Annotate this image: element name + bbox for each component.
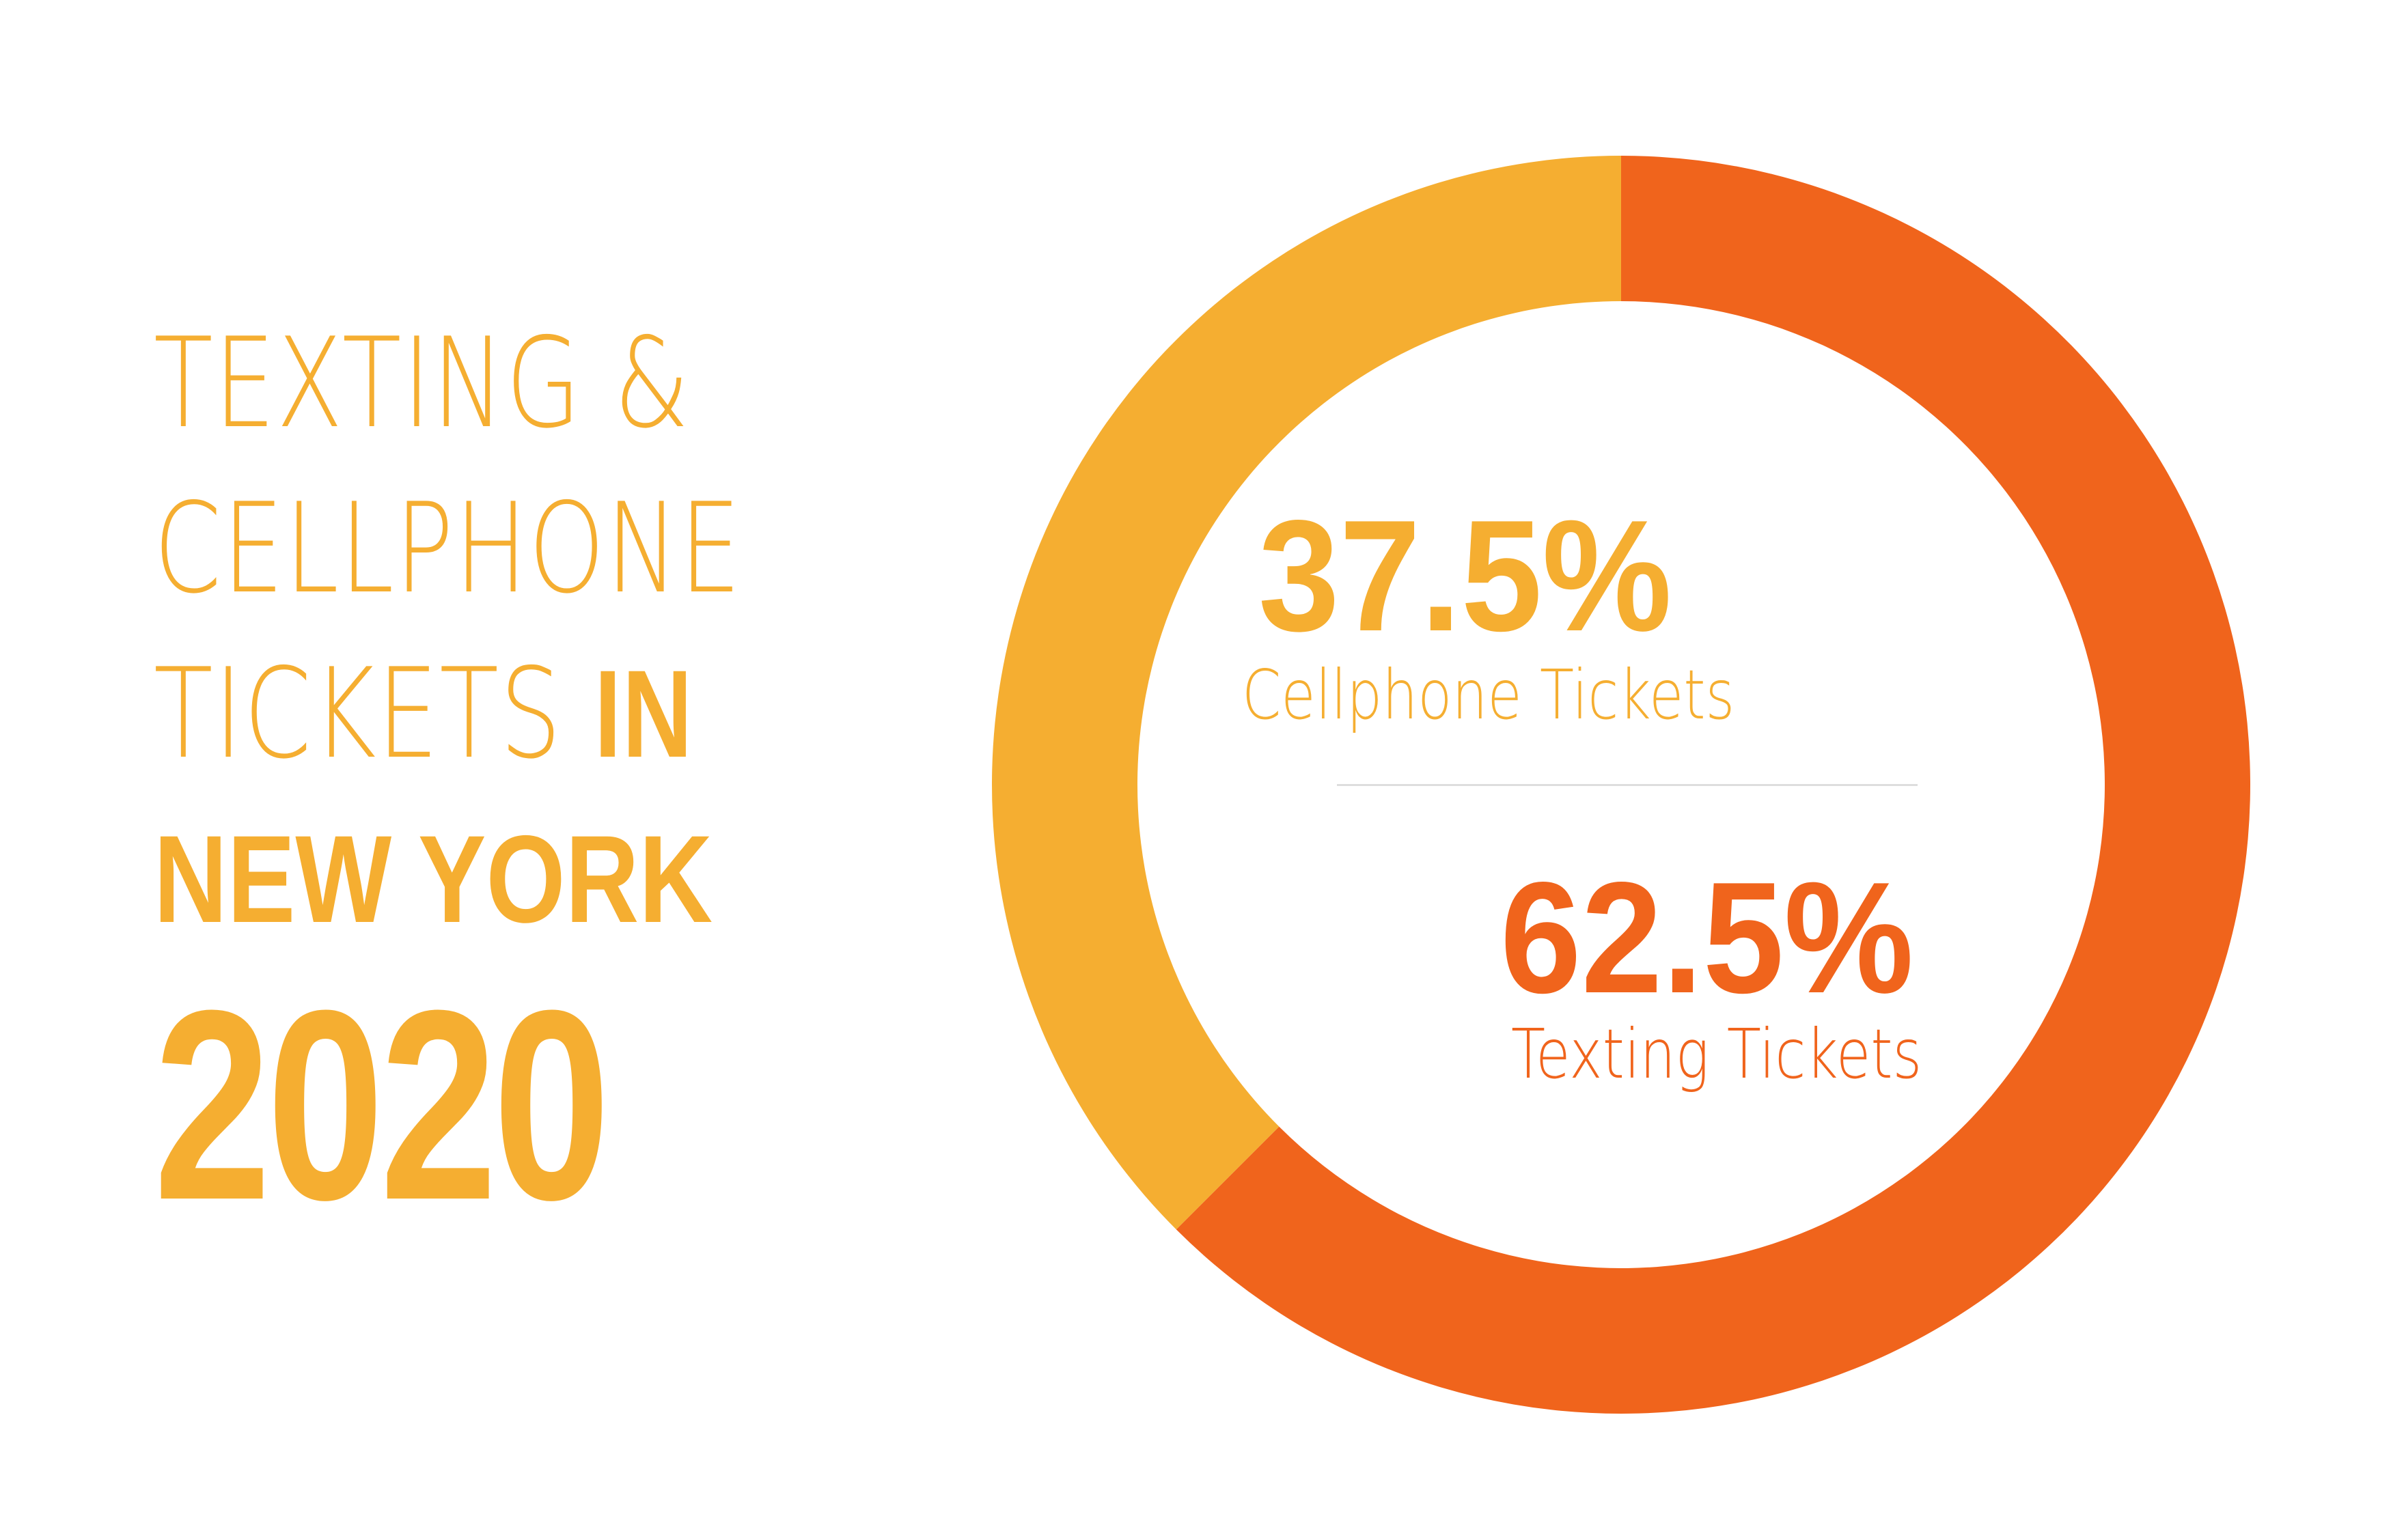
title-line-3: TICKETS IN	[154, 652, 782, 776]
title-line-3-light: TICKETS	[154, 641, 563, 786]
cellphone-series-label: Cellphone Tickets	[1242, 655, 1735, 735]
cellphone-percent-label: 37.5%	[1258, 488, 1672, 664]
texting-percent-label: 62.5%	[1500, 850, 1914, 1026]
title-year: 2020	[154, 954, 610, 1256]
title-line-4: NEW YORK	[154, 809, 713, 949]
donut-slices	[992, 156, 2251, 1414]
title-line-3-bold: IN	[594, 644, 694, 783]
donut-slice-cellphone	[992, 156, 1621, 1230]
title-line-1: TEXTING &	[154, 311, 691, 456]
center-divider	[1337, 784, 1918, 786]
title-line-2: CELLPHONE	[154, 476, 743, 621]
texting-series-label: Texting Tickets	[1511, 1014, 1922, 1094]
chart-title: TEXTING & CELLPHONE TICKETS IN NEW YORK …	[154, 321, 960, 1240]
donut-slice-texting	[1176, 156, 2251, 1414]
